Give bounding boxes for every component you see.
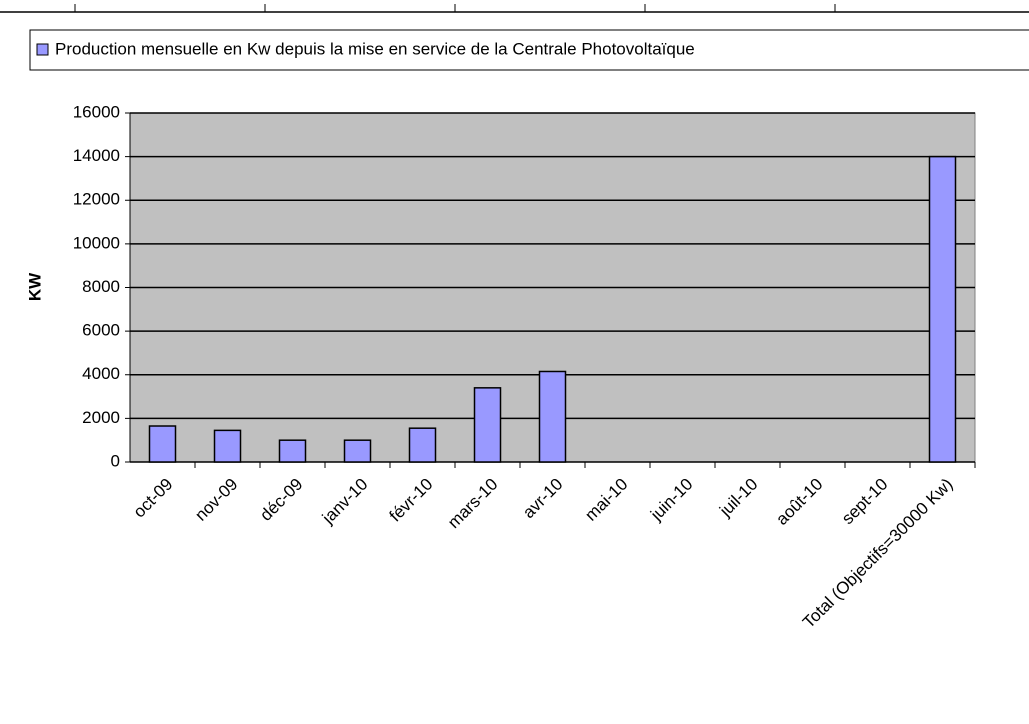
- y-tick-label: 4000: [82, 364, 120, 383]
- bar: [408, 427, 437, 463]
- bar: [928, 155, 957, 463]
- x-tick-label: mai-10: [581, 475, 631, 525]
- bar: [213, 429, 242, 463]
- legend-label: Production mensuelle en Kw depuis la mis…: [55, 39, 695, 58]
- x-tick-label: août-10: [772, 475, 826, 529]
- x-tick-label: avr-10: [519, 475, 567, 523]
- x-tick-label: janv-10: [318, 475, 372, 529]
- x-tick-label: mars-10: [444, 475, 502, 533]
- y-tick-label: 12000: [73, 190, 120, 209]
- y-tick-label: 10000: [73, 233, 120, 252]
- x-tick-label: juin-10: [646, 475, 696, 525]
- top-ticks: [74, 4, 836, 12]
- y-tick-label: 14000: [73, 146, 120, 165]
- x-tick-label: nov-09: [191, 475, 241, 525]
- legend-swatch: [36, 43, 49, 56]
- bar: [538, 370, 567, 463]
- bar: [278, 439, 307, 463]
- x-tick-label: déc-09: [256, 475, 306, 525]
- bar: [148, 425, 177, 463]
- y-axis-label: KW: [25, 272, 44, 301]
- x-tick-label: oct-09: [130, 475, 177, 522]
- x-tick-label: sept-10: [838, 475, 892, 529]
- x-tick-label: juil-10: [715, 475, 761, 521]
- y-tick-label: 2000: [82, 408, 120, 427]
- bar: [473, 387, 502, 463]
- x-tick-label: févr-10: [386, 475, 437, 526]
- y-tick-label: 8000: [82, 277, 120, 296]
- y-tick-label: 0: [111, 451, 120, 470]
- legend-box: [29, 29, 1029, 71]
- y-tick-label: 16000: [73, 102, 120, 121]
- bar: [343, 439, 372, 463]
- y-tick-label: 6000: [82, 321, 120, 340]
